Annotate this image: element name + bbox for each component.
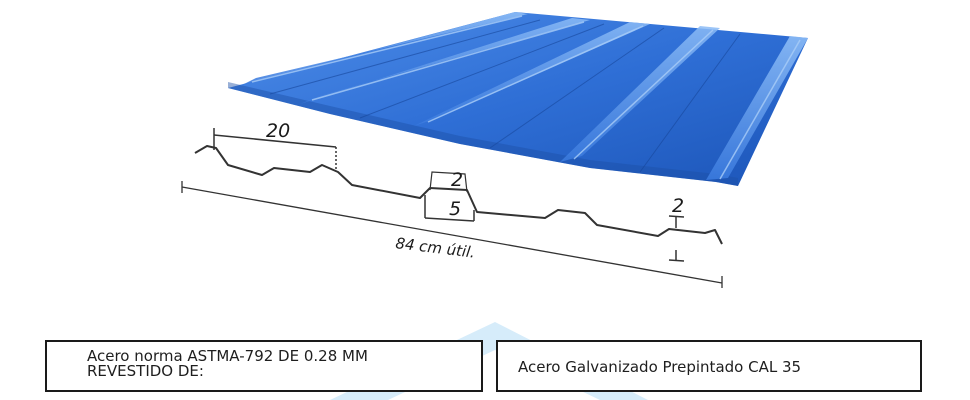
spec-box-material: Acero norma ASTMA-792 DE 0.28 MM REVESTI… bbox=[45, 340, 483, 392]
spec-material-line: Acero norma ASTMA-792 DE 0.28 MM bbox=[87, 347, 368, 365]
useful-width-label: 84 cm útil. bbox=[395, 234, 477, 262]
spec-coating-line: REVESTIDO DE: bbox=[87, 362, 204, 380]
spec-box-finish: Acero Galvanizado Prepintado CAL 35 bbox=[496, 340, 922, 392]
spec-finish-line: Acero Galvanizado Prepintado CAL 35 bbox=[518, 358, 802, 376]
dim-crest-height-label: 5 bbox=[449, 198, 461, 220]
dimension-edge bbox=[668, 215, 685, 262]
dimension-module bbox=[213, 128, 337, 170]
useful-width-line bbox=[181, 181, 723, 288]
dim-module-label: 20 bbox=[266, 120, 290, 142]
dim-edge-label: 2 bbox=[672, 195, 684, 217]
roof-sheet-image bbox=[228, 12, 808, 186]
dim-crest-top-label: 2 bbox=[451, 169, 463, 191]
dimension-crest bbox=[424, 171, 475, 222]
